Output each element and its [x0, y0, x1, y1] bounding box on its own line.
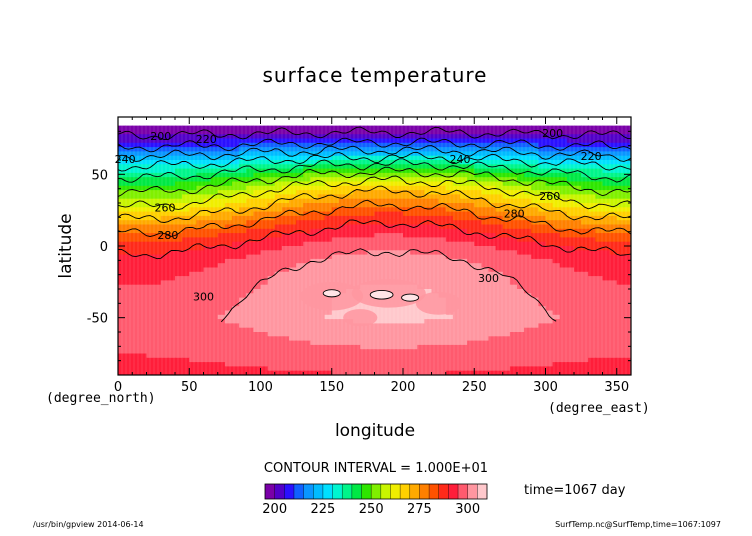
- colorbar-swatch: [400, 484, 411, 499]
- x-tick-label: 200: [391, 380, 416, 395]
- temperature-blobs: [300, 278, 462, 327]
- contour-line-280: [118, 199, 631, 237]
- warm-blob: [343, 309, 378, 327]
- colorbar-swatch: [303, 484, 314, 499]
- plot-area: [118, 117, 631, 375]
- contour-label: 280: [157, 229, 178, 242]
- hot-spot: [369, 289, 394, 300]
- colorbar-swatch: [467, 484, 478, 499]
- y-tick-label: 50: [91, 168, 108, 183]
- contour-line-230: [118, 151, 631, 172]
- x-axis-ticks: 0 50 100 150 200 250 300 350: [114, 117, 629, 395]
- colorbar-frame: [264, 483, 488, 500]
- contour-label: 260: [155, 202, 176, 215]
- contour-line-210: [118, 137, 631, 153]
- contour-line-250: [118, 166, 631, 198]
- x-tick-label: 50: [181, 380, 198, 395]
- contour-lines: [118, 126, 631, 323]
- colorbar-swatch: [313, 484, 324, 499]
- colorbar-swatch: [332, 484, 343, 499]
- x-tick-label: 150: [319, 380, 344, 395]
- colorbar-swatch: [361, 484, 372, 499]
- colorbar-swatch: [448, 484, 459, 499]
- x-tick-label: 100: [248, 380, 273, 395]
- colorbar-swatch: [419, 484, 430, 499]
- y-tick-label: -50: [87, 312, 108, 327]
- colorbar: [264, 483, 488, 500]
- contour-label: 220: [196, 133, 217, 146]
- contour-labels: 200 220 240 260 280 200 220 240 260 280 300 300: [115, 127, 602, 303]
- hot-spot: [401, 293, 420, 302]
- contour-line-260: [118, 175, 631, 210]
- x-axis-label: longitude: [335, 421, 415, 441]
- x-tick-label: 300: [533, 380, 558, 395]
- colorbar-swatch: [438, 484, 449, 499]
- colorbar-swatch: [380, 484, 391, 499]
- contour-label: 240: [115, 153, 136, 166]
- contour-line-220: [118, 145, 631, 162]
- contour-line-200: [118, 126, 631, 141]
- chart-title: surface temperature: [263, 63, 488, 87]
- y-tick-label: 0: [100, 240, 108, 255]
- colorbar-tick-label: 275: [407, 502, 432, 517]
- time-text: time=1067 day: [524, 483, 626, 498]
- colorbar-tick-label: 225: [310, 502, 335, 517]
- colorbar-swatch: [265, 484, 275, 499]
- colorbar-ticks: 200 225 250 275 300: [262, 502, 480, 517]
- x-tick-label: 0: [114, 380, 122, 395]
- hot-spot: [322, 289, 341, 298]
- colorbar-tick-label: 250: [359, 502, 384, 517]
- contour-label: 220: [581, 150, 602, 163]
- contour-line-240: [118, 158, 631, 183]
- colorbar-swatch: [477, 484, 488, 499]
- contour-label: 300: [478, 272, 499, 285]
- x-tick-label: 350: [604, 380, 629, 395]
- colorbar-swatch: [458, 484, 468, 499]
- colorbar-tick-label: 300: [455, 502, 480, 517]
- colorbar-swatch: [429, 484, 440, 499]
- colorbar-swatch: [274, 484, 285, 499]
- contour-label: 260: [539, 190, 560, 203]
- y-axis-label: latitude: [56, 213, 76, 278]
- colorbar-swatch: [322, 484, 333, 499]
- footer-right: SurfTemp.nc@SurfTemp,time=1067:1097: [555, 520, 721, 529]
- contour-label: 200: [542, 127, 563, 140]
- contour-label: 280: [504, 207, 525, 220]
- x-tick-label: 250: [462, 380, 487, 395]
- warm-blob: [415, 291, 462, 315]
- contour-label: 200: [150, 130, 171, 143]
- colorbar-swatch: [371, 484, 382, 499]
- footer-left: /usr/bin/gpview 2014-06-14: [33, 520, 144, 529]
- x-unit-label: (degree_east): [548, 401, 650, 416]
- colorbar-swatch: [342, 484, 353, 499]
- colorbar-swatch: [351, 484, 362, 499]
- y-axis-ticks: 50 0 -50: [87, 130, 631, 362]
- contour-label: 240: [450, 153, 471, 166]
- colorbar-swatch: [390, 484, 401, 499]
- contour-line-270: [118, 185, 631, 223]
- colorbar-swatch: [409, 484, 420, 499]
- contour-line-290: [118, 219, 631, 260]
- contour-line-300: [220, 248, 557, 323]
- colorbar-swatch: [284, 484, 295, 499]
- contour-label: 300: [193, 291, 214, 304]
- y-unit-label: (degree_north): [46, 391, 156, 406]
- colorbar-swatch: [293, 484, 304, 499]
- contour-interval-text: CONTOUR INTERVAL = 1.000E+01: [264, 461, 488, 476]
- colorbar-tick-label: 200: [262, 502, 287, 517]
